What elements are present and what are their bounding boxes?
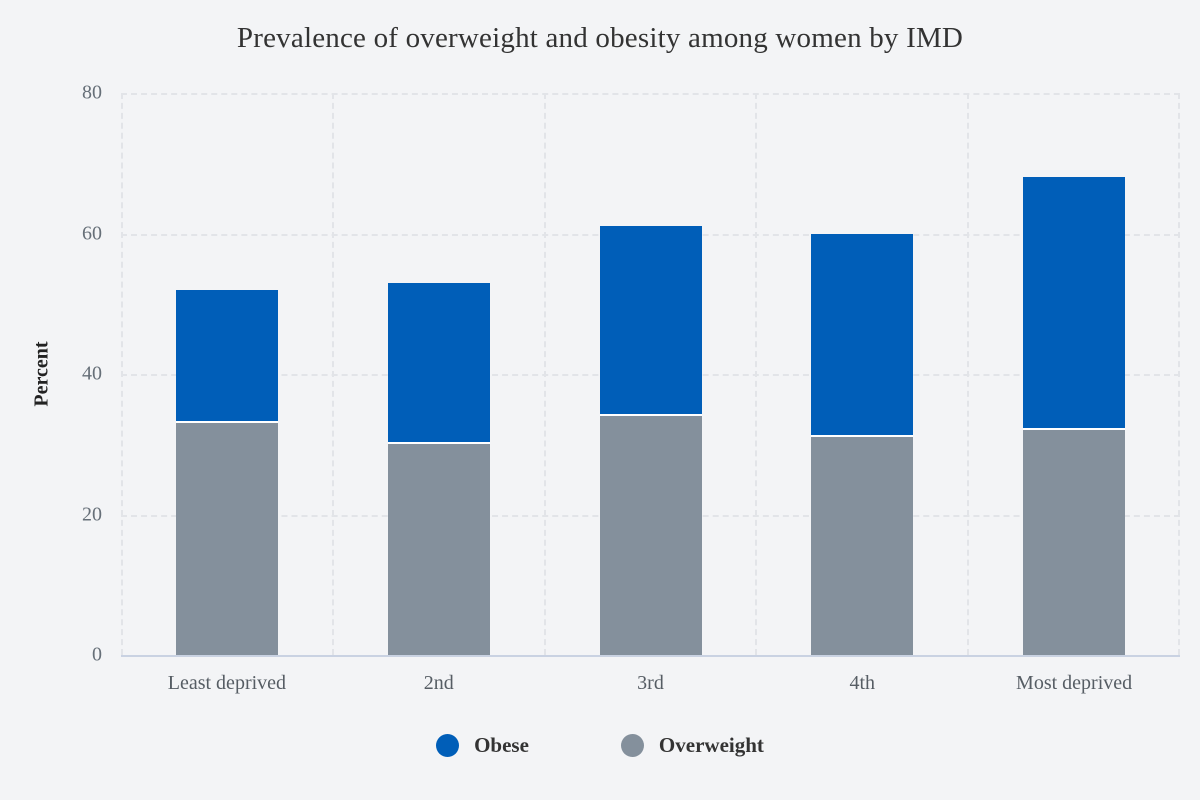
- bar-2nd: [387, 282, 490, 655]
- legend: Obese Overweight: [0, 733, 1200, 758]
- bar-4th: [811, 233, 914, 656]
- x-axis-line: [121, 655, 1180, 657]
- y-tick-label-40: 40: [82, 362, 102, 385]
- gridline-vertical-4: [967, 93, 970, 655]
- gridline-vertical-2: [543, 93, 546, 655]
- bar-least-deprived: [175, 289, 278, 655]
- legend-item-obese[interactable]: Obese: [436, 733, 529, 758]
- plot-border-top: [121, 93, 1180, 95]
- bar-segment-obese: [811, 233, 914, 438]
- legend-item-overweight[interactable]: Overweight: [620, 733, 764, 758]
- x-axis-labels: Least deprived 2nd 3rd 4th Most deprived: [121, 672, 1180, 695]
- bar-segment-obese: [599, 226, 702, 417]
- bar-3rd: [599, 226, 702, 655]
- x-tick-label-3rd: 3rd: [637, 672, 664, 694]
- y-axis-ticks: 0 20 40 60 80: [0, 82, 102, 666]
- gridline-vertical-1: [331, 93, 334, 655]
- bar-segment-overweight: [811, 437, 914, 655]
- bar-segment-overweight: [599, 416, 702, 655]
- bar-segment-obese: [1023, 177, 1126, 431]
- x-tick-label-most-deprived: Most deprived: [1016, 672, 1133, 694]
- legend-label: Obese: [474, 733, 529, 757]
- legend-label: Overweight: [658, 733, 764, 757]
- legend-marker-icon: [436, 734, 460, 757]
- y-tick-label-80: 80: [82, 81, 102, 104]
- bar-segment-overweight: [387, 444, 490, 655]
- x-tick-label-2nd: 2nd: [423, 672, 454, 694]
- y-tick-label-0: 0: [92, 643, 102, 666]
- bar-segment-obese: [387, 282, 490, 445]
- bar-most-deprived: [1023, 177, 1126, 655]
- y-tick-label-20: 20: [82, 503, 102, 525]
- gridline-vertical-3: [755, 93, 758, 655]
- legend-marker-icon: [620, 734, 644, 757]
- x-tick-label-4th: 4th: [849, 672, 876, 694]
- bar-segment-overweight: [175, 423, 278, 655]
- x-tick-label-least-deprived: Least deprived: [167, 672, 287, 694]
- bar-segment-overweight: [1023, 430, 1126, 655]
- y-tick-label-60: 60: [82, 222, 102, 244]
- plot-area: [121, 93, 1180, 657]
- bar-segment-obese: [175, 289, 278, 424]
- chart-title: Prevalence of overweight and obesity amo…: [236, 22, 964, 54]
